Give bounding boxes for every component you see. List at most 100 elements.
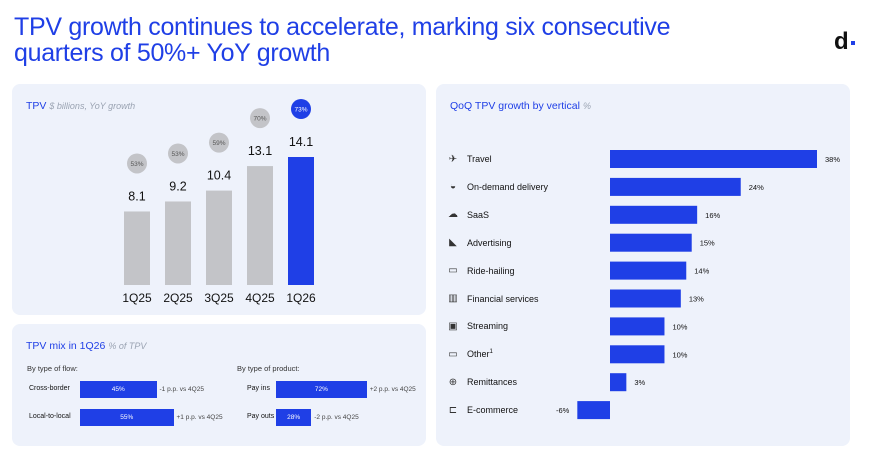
vertical-label: Streaming — [467, 321, 509, 332]
vertical-value-label: 15% — [700, 239, 715, 248]
vertical-value-label: 10% — [672, 350, 687, 359]
plane-icon: ✈ — [448, 153, 458, 165]
tpv-growth-badge — [209, 132, 229, 153]
vertical-label: E-commerce — [467, 405, 519, 416]
tpv-value-label: 10.4 — [207, 169, 231, 183]
tpv-category-label: 1Q26 — [286, 291, 316, 305]
mix-panel-title: TPV mix in 1Q26% of TPV — [26, 340, 146, 352]
vertical-label: SaaS — [467, 209, 490, 220]
tpv-growth-badge — [250, 108, 270, 129]
tpv-growth-badge — [127, 153, 147, 174]
vertical-label: Financial services — [467, 293, 539, 304]
vertical-bar — [610, 317, 665, 336]
vertical-label: On-demand delivery — [467, 181, 549, 192]
tpv-bar-chart: 8.1 53% 1Q25 9.2 53% 2Q25 10.4 59% 3Q25 13.1 70% 4Q… — [122, 99, 316, 305]
logo-dot — [850, 41, 855, 45]
laptop-icon: ▭ — [448, 348, 458, 360]
tpv-panel-title: TPV $ billions, YoY growth — [26, 100, 135, 112]
globe-icon: ⊕ — [448, 376, 458, 388]
cloud-icon: ☁ — [448, 209, 458, 221]
vertical-value-label: 3% — [634, 378, 645, 387]
tpv-title: TPV — [26, 100, 47, 112]
vertical-bar — [610, 233, 692, 252]
product-share-bar: 72% — [276, 381, 367, 398]
vertical-value-label: 38% — [825, 155, 840, 164]
vertical-bar — [610, 177, 741, 196]
tpv-subtitle: $ billions, YoY growth — [49, 101, 136, 111]
vertical-bar — [610, 289, 681, 308]
vertical-bar — [610, 261, 687, 280]
tpv-category-label: 1Q25 — [122, 291, 152, 305]
vertical-panel-title: QoQ TPV growth by vertical% — [450, 100, 591, 112]
vertical-value-label: 24% — [749, 183, 764, 192]
mix-title: TPV mix in 1Q26 — [26, 340, 106, 352]
vertical-bar — [610, 345, 665, 364]
tpv-growth-label: 73% — [294, 107, 307, 114]
tpv-bar-4Q25 — [247, 166, 273, 285]
title-line-1: TPV growth continues to accelerate, mark… — [14, 13, 671, 41]
megaphone-icon: ◣ — [449, 237, 457, 249]
product-delta: -2 p.p. vs 4Q25 — [314, 414, 359, 421]
tpv-bar-2Q25 — [165, 201, 191, 285]
flow-delta: +1 p.p. vs 4Q25 — [176, 414, 223, 421]
page-title: TPV growth continues to accelerate, mark… — [14, 14, 794, 66]
vertical-value-label: -6% — [556, 406, 570, 415]
tpv-category-label: 2Q25 — [163, 291, 193, 305]
tpv-bar-1Q25 — [124, 211, 150, 285]
tpv-growth-badge — [291, 99, 311, 119]
product-label: Pay outs — [247, 413, 275, 420]
product-label: Pay ins — [247, 385, 270, 392]
tpv-mix-panel: TPV mix in 1Q26% of TPV By type of flow:… — [12, 324, 426, 446]
vertical-value-label: 16% — [705, 211, 720, 220]
flow-header: By type of flow: — [27, 364, 78, 373]
tpv-category-label: 4Q25 — [245, 291, 275, 305]
product-delta: +2 p.p. vs 4Q25 — [369, 386, 416, 393]
tpv-value-label: 9.2 — [169, 179, 186, 193]
flow-label: Cross-border — [29, 385, 70, 392]
product-header: By type of product: — [237, 364, 300, 373]
car-icon: ▭ — [448, 265, 458, 277]
tpv-bar-1Q26 — [288, 157, 314, 285]
tpv-bar-3Q25 — [206, 190, 232, 285]
tpv-category-label: 3Q25 — [204, 291, 234, 305]
vertical-label: Travel — [467, 154, 492, 164]
tpv-growth-label: 70% — [253, 116, 266, 123]
tpv-value-label: 8.1 — [128, 189, 145, 203]
tpv-panel: TPV $ billions, YoY growth 8.1 53% 1Q25 9.2 5… — [12, 84, 426, 315]
vertical-panel: QoQ TPV growth by vertical% ✈ Travel ◒ On-d… — [436, 84, 850, 446]
vertical-value-label: 14% — [694, 267, 709, 276]
vertical-title: QoQ TPV growth by vertical — [450, 100, 580, 112]
food-icon: ◒ — [449, 181, 457, 193]
vertical-value-label: 13% — [689, 295, 704, 304]
vertical-bar-chart: 38% 24% 16% 15% 14% 13% 10% 10% 3% -6% — [556, 150, 840, 420]
vertical-bar — [610, 150, 817, 168]
bank-icon: ▥ — [448, 293, 458, 304]
product-share-bar: 28% — [276, 409, 312, 426]
tv-icon: ▣ — [448, 320, 458, 332]
mix-subtitle: % of TPV — [108, 341, 147, 351]
tpv-value-label: 13.1 — [248, 144, 272, 158]
vertical-bar — [610, 373, 627, 392]
vertical-subtitle: % — [582, 101, 591, 111]
title-line-2: quarters of 50%+ YoY growth — [14, 39, 330, 67]
logo-letter: d — [834, 28, 849, 55]
vertical-value-label: 10% — [672, 322, 687, 331]
footnote-marker: 1 — [489, 349, 493, 356]
flow-share-bar: 45% — [80, 381, 157, 398]
brand-logo: d — [834, 28, 855, 56]
vertical-label: Ride-hailing — [467, 265, 515, 276]
flow-delta: -1 p.p. vs 4Q25 — [159, 386, 204, 393]
flow-label: Local-to-local — [29, 413, 71, 420]
tpv-value-label: 14.1 — [289, 135, 313, 149]
cart-icon: ⊏ — [448, 404, 458, 416]
flow-share-bar: 55% — [80, 409, 174, 426]
tpv-growth-label: 59% — [212, 140, 225, 147]
vertical-label: Advertising — [467, 237, 512, 248]
tpv-growth-label: 53% — [171, 151, 184, 158]
vertical-bar — [577, 401, 610, 420]
vertical-bar — [610, 205, 698, 224]
tpv-growth-label: 53% — [130, 161, 143, 168]
vertical-label: Other1 — [467, 349, 493, 360]
tpv-growth-badge — [168, 143, 188, 164]
vertical-label: Remittances — [467, 377, 518, 388]
